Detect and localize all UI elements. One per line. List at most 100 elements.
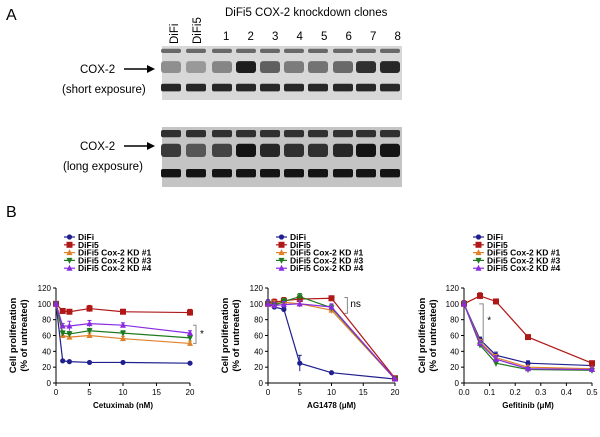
- panel-a-label: A: [6, 7, 17, 24]
- loading-band: [380, 83, 400, 92]
- cox2-band: [356, 61, 376, 73]
- x-tick-label: 0.4: [561, 388, 573, 397]
- loading-band: [356, 169, 376, 178]
- x-tick-label: 0.0: [458, 388, 470, 397]
- data-point: [120, 330, 126, 337]
- loading-band: [284, 48, 304, 54]
- x-tick-label: 5: [87, 388, 92, 397]
- blot-long-sublabel: (long exposure): [63, 161, 143, 173]
- loading-band: [260, 169, 280, 178]
- y-axis-label: Cell proliferation: [417, 298, 428, 374]
- data-point: [66, 359, 72, 365]
- y-tick-label: 80: [42, 316, 51, 325]
- loading-band: [380, 48, 400, 54]
- loading-band: [308, 169, 328, 178]
- x-axis-label: AG1478 (μM): [307, 401, 356, 410]
- y-axis-label: Cell proliferation: [8, 298, 19, 374]
- data-point: [120, 308, 126, 315]
- loading-band: [212, 169, 232, 178]
- cox2-band: [380, 61, 400, 73]
- legend-entry: DiFi: [78, 232, 94, 242]
- cox2-band: [212, 143, 232, 157]
- data-point: [120, 321, 126, 328]
- clone-number: 5: [321, 31, 327, 43]
- data-point: [278, 234, 285, 240]
- data-point: [477, 292, 483, 299]
- data-point: [187, 360, 193, 366]
- clone-number: 3: [272, 31, 278, 43]
- x-tick-label: 20: [186, 388, 195, 397]
- y-tick-label: 40: [450, 347, 459, 356]
- data-point: [86, 332, 93, 338]
- data-point: [525, 334, 531, 341]
- panel-b-label: B: [6, 204, 17, 221]
- data-point: [296, 300, 303, 307]
- data-point: [60, 358, 66, 364]
- y-tick-label: 40: [42, 347, 51, 356]
- clone-numbers: 1 2 3 4 5 6 7 8: [223, 31, 401, 43]
- loading-band: [161, 130, 181, 138]
- data-point: [59, 330, 66, 337]
- loading-band: [356, 130, 376, 138]
- data-point: [86, 305, 93, 312]
- legend-entry: DiFi5 Cox-2 KD #3: [290, 255, 363, 265]
- data-point: [525, 365, 531, 372]
- loading-band: [260, 48, 280, 54]
- x-tick-label: 15: [359, 388, 368, 397]
- data-point: [589, 360, 595, 367]
- clone-header: DiFi5 COX-2 knockdown clones: [225, 7, 388, 19]
- data-point: [475, 257, 482, 264]
- x-tick-label: 20: [391, 388, 400, 397]
- data-point: [66, 234, 73, 240]
- series-line: [267, 303, 396, 380]
- clone-number: 1: [223, 31, 229, 43]
- significance-label: *: [487, 316, 491, 327]
- data-point: [271, 301, 278, 308]
- legend-entry: DiFi5 Cox-2 KD #1: [290, 248, 363, 258]
- legend-entry: DiFi5 Cox-2 KD #1: [78, 248, 151, 258]
- loading-band: [333, 48, 353, 54]
- x-tick-label: 0.3: [535, 388, 547, 397]
- loading-band: [308, 48, 328, 54]
- y-tick-label: 40: [254, 347, 263, 356]
- data-point: [493, 355, 499, 362]
- loading-band: [284, 130, 304, 138]
- data-point: [66, 241, 73, 248]
- cox2-band: [212, 61, 232, 73]
- data-point: [278, 257, 285, 264]
- loading-band: [356, 48, 376, 54]
- y-tick-label: 60: [42, 332, 51, 341]
- loading-band: [333, 83, 353, 92]
- clone-number: 2: [248, 31, 254, 43]
- cox2-band: [333, 143, 353, 157]
- x-tick-label: 15: [152, 388, 161, 397]
- y-tick-label: 120: [250, 284, 264, 293]
- loading-band: [356, 83, 376, 92]
- cox2-band: [236, 143, 256, 157]
- western-blot-short-exposure: [161, 46, 402, 100]
- loading-band: [236, 169, 256, 178]
- significance-label: ns: [350, 299, 361, 310]
- y-tick-label: 20: [42, 363, 51, 372]
- series-line: [55, 303, 191, 364]
- data-point: [120, 335, 126, 342]
- loading-band: [333, 130, 353, 138]
- cox2-band: [260, 143, 280, 157]
- y-tick-label: 60: [450, 332, 459, 341]
- x-tick-label: 0: [266, 388, 271, 397]
- x-tick-label: 0.5: [586, 388, 598, 397]
- data-point: [66, 249, 73, 256]
- lane-label-difi5: DiFi5: [192, 17, 204, 44]
- data-point: [86, 359, 93, 366]
- blot-long-label: COX-2: [80, 141, 115, 153]
- data-point: [66, 331, 73, 338]
- clone-number: 6: [346, 31, 352, 43]
- data-point: [187, 329, 193, 336]
- loading-band: [260, 83, 280, 92]
- western-blot-long-exposure: [161, 127, 402, 187]
- data-point: [53, 300, 59, 307]
- cox2-band: [356, 143, 376, 157]
- data-point: [328, 303, 335, 310]
- y-tick-label: 0: [259, 379, 264, 388]
